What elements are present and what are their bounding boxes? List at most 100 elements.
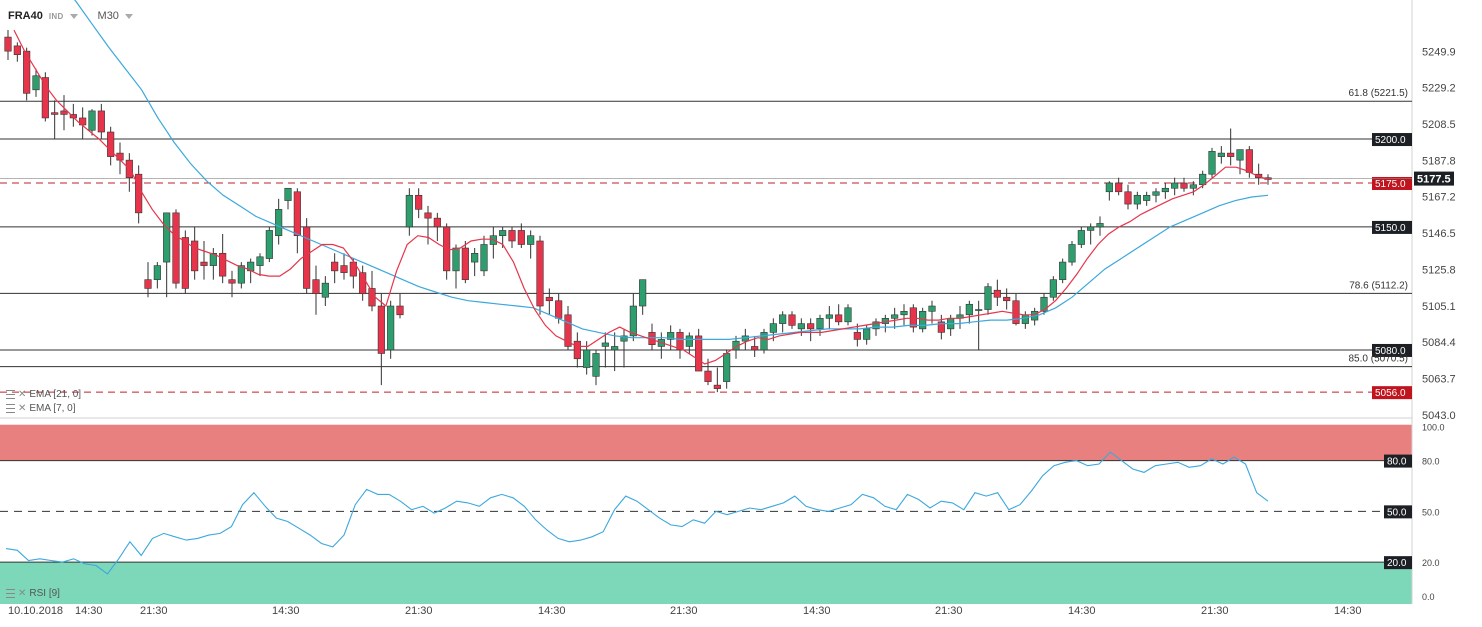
candle-up bbox=[891, 314, 899, 319]
level-price-box bbox=[1372, 386, 1412, 400]
candle-up bbox=[1087, 226, 1095, 231]
candle-up bbox=[1152, 191, 1160, 196]
rsi-axis-tick: 50.0 bbox=[1422, 507, 1440, 517]
current-price-label: 5177.5 bbox=[1417, 174, 1451, 186]
candle-down bbox=[1245, 149, 1253, 173]
candle-up bbox=[452, 247, 460, 272]
candle-up bbox=[601, 342, 609, 347]
candle-up bbox=[1217, 152, 1225, 157]
candle-up bbox=[1040, 296, 1048, 312]
candle-up bbox=[629, 305, 637, 337]
rsi-legend[interactable]: ✕ RSI [9] bbox=[6, 588, 60, 599]
candle-down bbox=[937, 321, 945, 333]
price-axis-tick: 5208.5 bbox=[1422, 119, 1456, 131]
price-axis-tick: 5043.0 bbox=[1422, 410, 1456, 422]
time-axis-tick: 14:30 bbox=[75, 605, 103, 617]
candle-up bbox=[387, 305, 395, 351]
candle-down bbox=[461, 247, 469, 280]
list-icon[interactable] bbox=[6, 589, 15, 598]
candle-up bbox=[844, 307, 852, 323]
current-price-box bbox=[1414, 171, 1454, 186]
candle-down bbox=[135, 173, 143, 214]
candle-down bbox=[219, 252, 227, 277]
symbol-dropdown-icon[interactable] bbox=[69, 13, 78, 19]
candle-down bbox=[807, 323, 815, 330]
close-icon[interactable]: ✕ bbox=[18, 389, 27, 400]
candle-up bbox=[779, 314, 787, 324]
time-axis-tick: 21:30 bbox=[405, 605, 433, 617]
candle-down bbox=[788, 314, 796, 326]
level-price-box bbox=[1372, 133, 1412, 147]
candle-down bbox=[545, 296, 553, 302]
time-axis-tick: 21:30 bbox=[670, 605, 698, 617]
rsi-axis-tick: 20.0 bbox=[1422, 558, 1440, 568]
candle-down bbox=[200, 261, 208, 266]
candle-down bbox=[69, 114, 77, 119]
candle-down bbox=[676, 332, 684, 351]
candle-up bbox=[769, 323, 777, 333]
candle-up bbox=[685, 335, 693, 347]
candle-up bbox=[984, 286, 992, 310]
price-axis-tick: 5249.9 bbox=[1422, 46, 1456, 58]
candle-up bbox=[237, 265, 245, 284]
level-price-label: 5080.0 bbox=[1375, 346, 1406, 357]
ema-slow-legend[interactable]: ✕ EMA [21, 0] bbox=[6, 389, 81, 400]
candle-up bbox=[667, 332, 675, 340]
fibonacci-level-label: 61.8 (5221.5) bbox=[1349, 88, 1409, 99]
candle-up bbox=[611, 346, 619, 351]
candle-up bbox=[620, 335, 628, 342]
time-axis-tick: 21:30 bbox=[1201, 605, 1229, 617]
candle-down bbox=[835, 314, 843, 323]
level-price-box bbox=[1372, 220, 1412, 234]
instrument-type-tag: IND bbox=[48, 11, 64, 21]
candle-down bbox=[517, 230, 525, 245]
price-axis-tick: 5105.1 bbox=[1422, 301, 1456, 313]
list-icon[interactable] bbox=[6, 404, 15, 413]
price-axis-tick: 5063.7 bbox=[1422, 374, 1456, 386]
level-price-label: 5200.0 bbox=[1375, 135, 1406, 146]
ema-fast-line bbox=[13, 29, 1269, 365]
candle-down bbox=[1124, 191, 1132, 205]
candle-down bbox=[695, 335, 703, 372]
timeframe-label[interactable]: M30 bbox=[97, 10, 119, 22]
candle-down bbox=[751, 346, 759, 351]
price-axis-tick: 5084.4 bbox=[1422, 337, 1456, 349]
candle-down bbox=[853, 332, 861, 340]
candle-down bbox=[293, 191, 301, 237]
close-icon[interactable]: ✕ bbox=[18, 403, 27, 414]
candle-down bbox=[331, 261, 339, 272]
candle-up bbox=[1049, 279, 1057, 298]
candle-up bbox=[153, 265, 161, 280]
time-axis-tick: 14:30 bbox=[1068, 605, 1096, 617]
candle-down bbox=[23, 50, 31, 94]
candle-down bbox=[508, 230, 516, 242]
time-axis-tick: 21:30 bbox=[140, 605, 168, 617]
candle-up bbox=[405, 194, 413, 228]
ema-fast-legend[interactable]: ✕ EMA [7, 0] bbox=[6, 403, 76, 414]
rsi-axis-tick: 100.0 bbox=[1422, 423, 1445, 433]
timeframe-dropdown-icon[interactable] bbox=[124, 13, 133, 19]
candle-down bbox=[1180, 182, 1188, 189]
candle-up bbox=[275, 209, 283, 237]
symbol-label[interactable]: FRA40 bbox=[8, 10, 43, 22]
candle-down bbox=[1115, 182, 1123, 193]
candle-down bbox=[433, 217, 441, 228]
candle-up bbox=[760, 332, 768, 351]
candle-down bbox=[41, 77, 49, 119]
level-price-box bbox=[1372, 343, 1412, 357]
list-icon[interactable] bbox=[6, 390, 15, 399]
rsi-level-box bbox=[1384, 454, 1412, 468]
rsi-overbought-zone bbox=[0, 424, 1412, 461]
candle-up bbox=[1189, 184, 1197, 189]
candle-up bbox=[592, 353, 600, 377]
candle-down bbox=[191, 240, 199, 272]
fibonacci-level-label: 78.6 (5112.2) bbox=[1349, 280, 1408, 291]
chart-header: FRA40 IND M30 bbox=[8, 10, 133, 22]
candle-up bbox=[499, 230, 507, 237]
candle-up bbox=[1208, 151, 1216, 175]
close-icon[interactable]: ✕ bbox=[18, 588, 27, 599]
price-axis-tick: 5187.8 bbox=[1422, 155, 1456, 167]
candle-down bbox=[172, 212, 180, 284]
rsi-oversold-zone bbox=[0, 562, 1412, 604]
